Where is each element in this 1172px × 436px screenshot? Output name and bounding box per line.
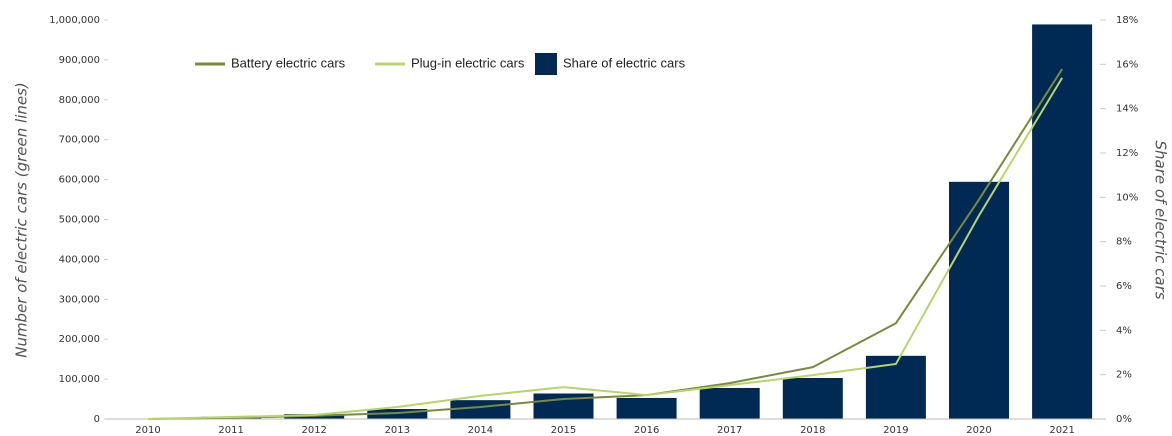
bar	[949, 181, 1009, 419]
x-tick-label: 2011	[218, 425, 243, 436]
bar	[782, 377, 843, 419]
y-tick-label: 800,000	[59, 95, 100, 106]
bar	[1032, 24, 1093, 420]
y-tick-label: 0	[94, 414, 100, 425]
y-tick-label: 600,000	[59, 175, 100, 186]
x-tick-label: 2018	[800, 425, 825, 436]
legend-label: Battery electric cars	[231, 55, 346, 70]
line	[147, 77, 1063, 420]
x-tick-label: 2010	[135, 425, 160, 436]
y2-tick-label: 6%	[1116, 281, 1132, 292]
y-tick-label: 100,000	[59, 374, 100, 385]
legend-label: Plug-in electric cars	[411, 55, 525, 70]
y-tick-label: 200,000	[59, 334, 100, 345]
x-tick-label: 2016	[634, 425, 659, 436]
bar	[616, 397, 677, 419]
y2-tick-label: 0%	[1116, 414, 1132, 425]
x-tick-label: 2019	[883, 425, 908, 436]
x-tick-label: 2017	[717, 425, 742, 436]
y2-tick-label: 8%	[1116, 237, 1132, 248]
y-tick-label: 1,000,000	[49, 15, 100, 26]
legend-swatch	[535, 53, 557, 75]
bar	[699, 387, 760, 419]
y2-tick-label: 16%	[1116, 59, 1138, 70]
x-tick-label: 2020	[966, 425, 991, 436]
y-tick-label: 300,000	[59, 294, 100, 305]
y2-tick-label: 10%	[1116, 192, 1138, 203]
x-tick-label: 2013	[385, 425, 410, 436]
y2-tick-label: 4%	[1116, 325, 1132, 336]
y2-axis-title: Share of electric cars	[1152, 140, 1170, 299]
legend-label: Share of electric cars	[563, 55, 686, 70]
y2-tick-label: 2%	[1116, 370, 1132, 381]
y-tick-label: 700,000	[59, 135, 100, 146]
y-axis-title: Number of electric cars (green lines)	[13, 82, 31, 358]
x-tick-label: 2012	[301, 425, 326, 436]
y2-tick-label: 12%	[1116, 148, 1138, 159]
x-tick-label: 2015	[551, 425, 576, 436]
x-tick-label: 2014	[468, 425, 493, 436]
y2-tick-label: 18%	[1116, 15, 1138, 26]
bar	[865, 355, 926, 419]
y-tick-label: 900,000	[59, 55, 100, 66]
bar	[450, 400, 511, 419]
y-tick-label: 400,000	[59, 254, 100, 265]
y2-tick-label: 14%	[1116, 104, 1138, 115]
x-tick-label: 2021	[1049, 425, 1074, 436]
y-tick-label: 500,000	[59, 215, 100, 226]
